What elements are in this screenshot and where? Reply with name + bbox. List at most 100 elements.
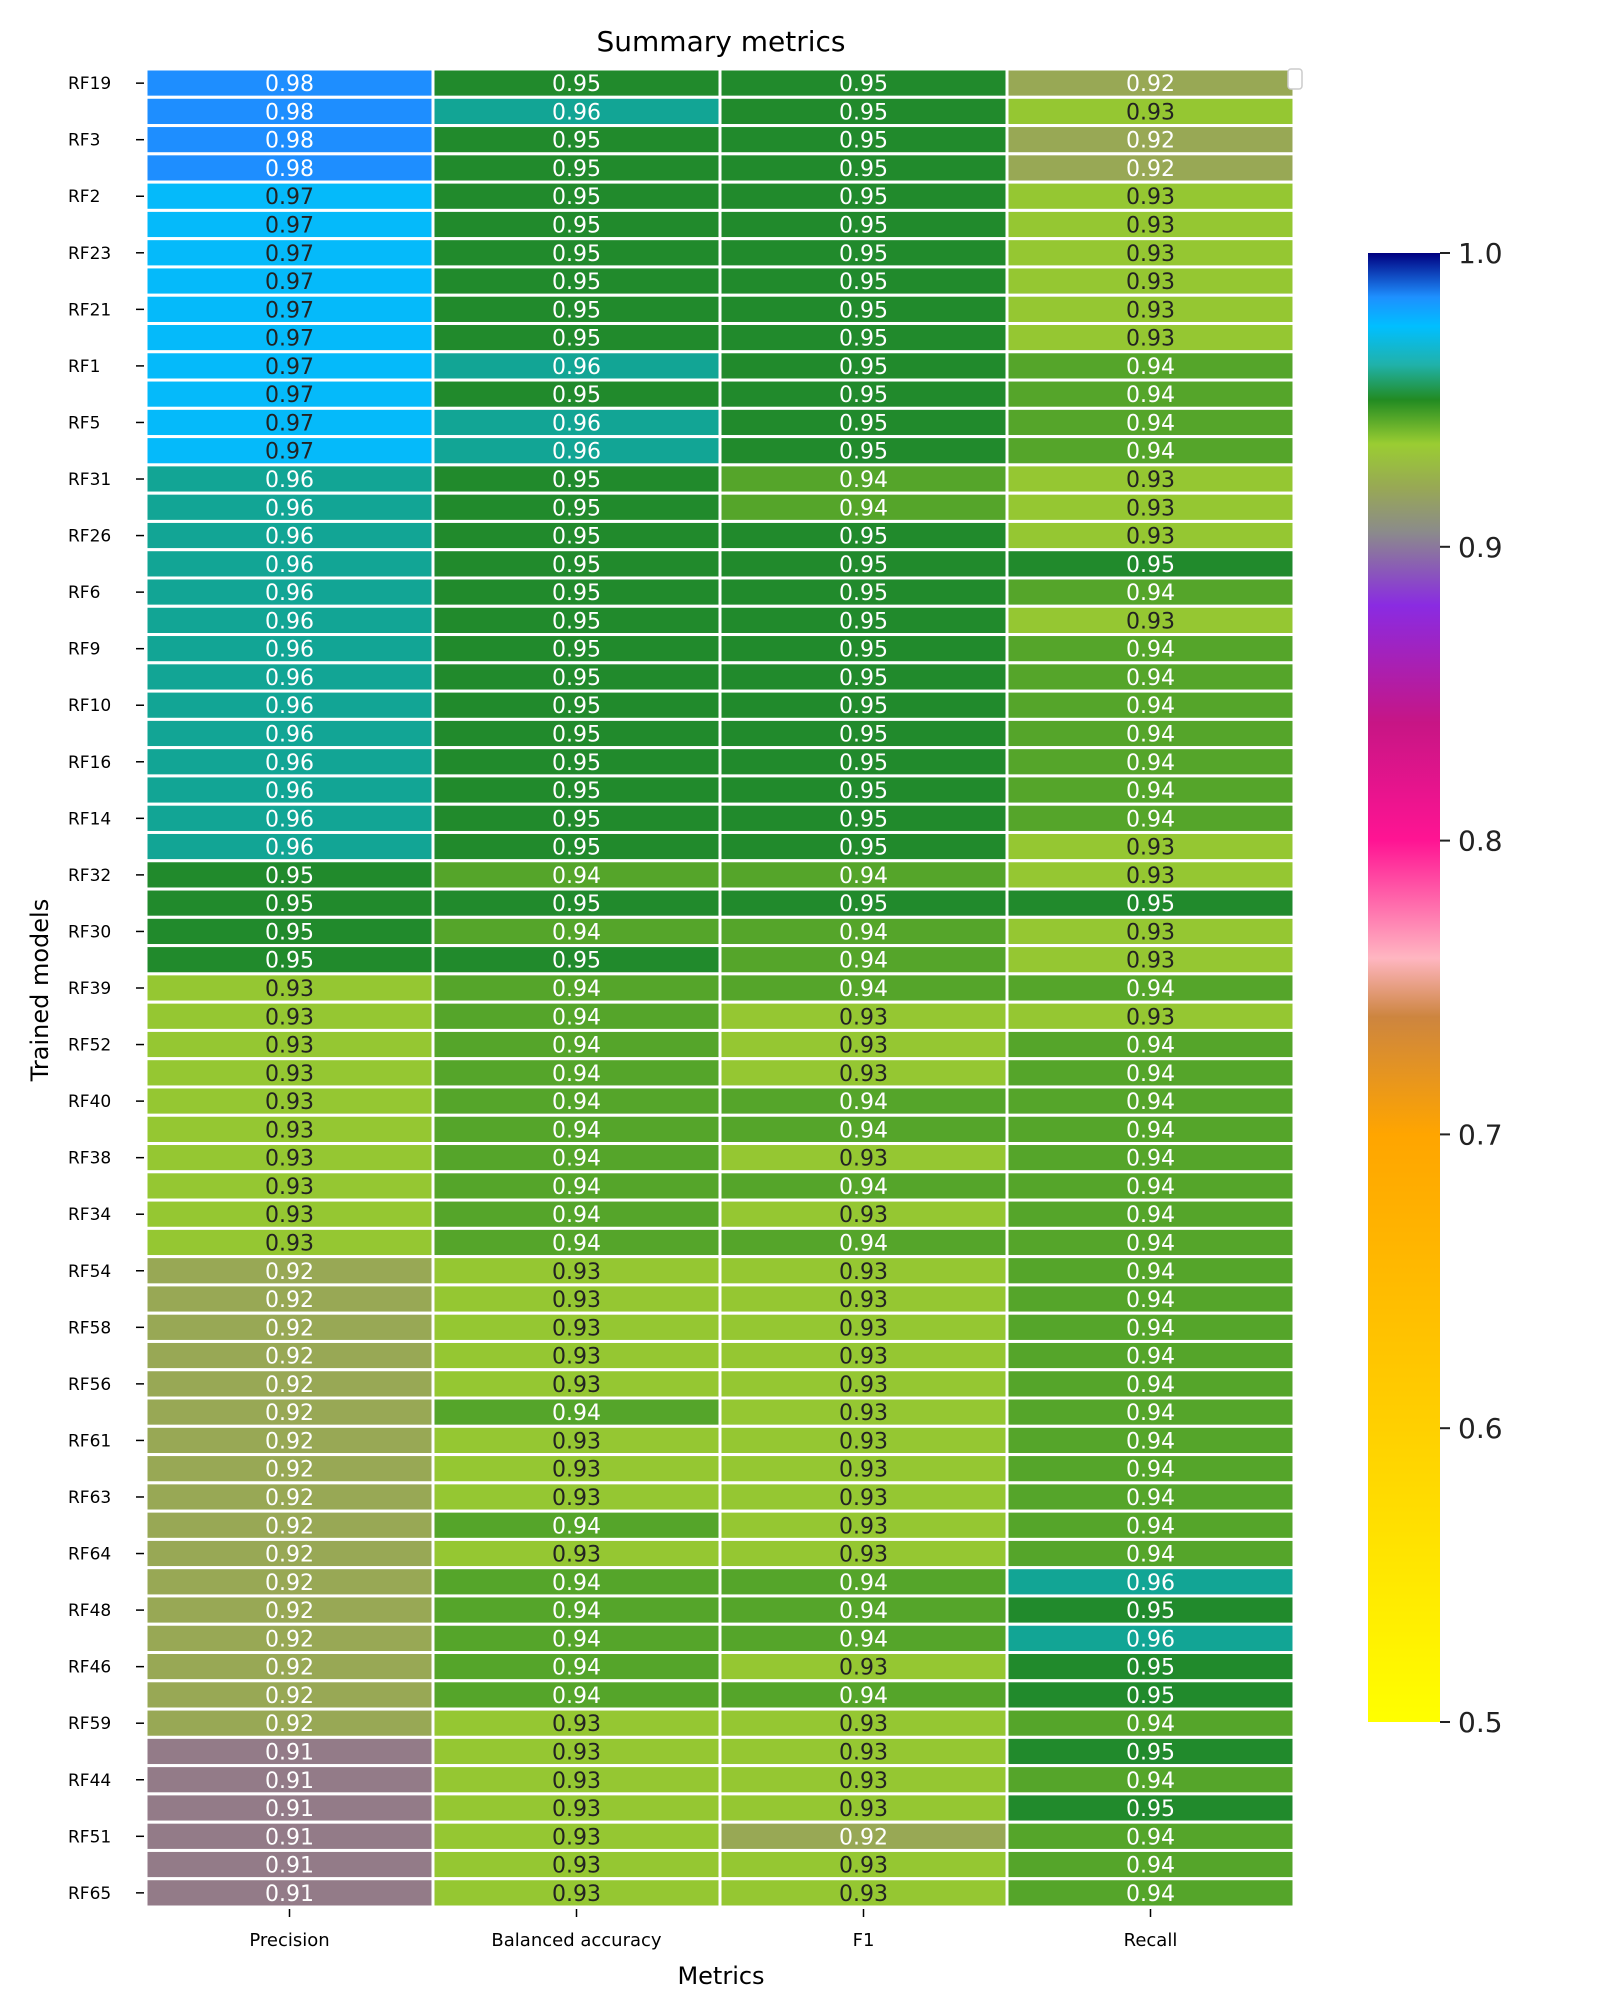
cell-value-label: 0.93	[552, 1458, 601, 1483]
heatmap-cell	[431, 1707, 722, 1739]
cell-value-label: 0.95	[839, 298, 888, 323]
cell-value-label: 0.95	[552, 751, 601, 776]
cell-value-label: 0.95	[839, 638, 888, 663]
cell-value-label: 0.97	[265, 185, 314, 210]
y-axis-ticks: RF19 RF3 RF2 RF23 RF21 RF1 RF5 RF31 RF26 RF6 RF9 RF…	[68, 74, 144, 1904]
cell-value-label: 0.95	[839, 72, 888, 97]
cell-value-label: 0.94	[1126, 1543, 1175, 1568]
heatmap-cell	[431, 576, 722, 608]
heatmap-cell	[718, 689, 1009, 721]
heatmap-cell	[1005, 519, 1296, 552]
heatmap-cell	[1005, 1226, 1296, 1259]
cell-value-label: 0.94	[1126, 1175, 1175, 1200]
y-tick-label: RF26	[68, 527, 111, 547]
cell-value-label: 0.97	[265, 270, 314, 295]
cell-value-label: 0.95	[552, 694, 601, 719]
cell-value-label: 0.92	[839, 1825, 888, 1850]
heatmap-cell	[144, 1453, 435, 1485]
cell-value-label: 0.96	[265, 836, 314, 861]
heatmap-cell	[431, 124, 722, 156]
heatmap-cell	[144, 1679, 435, 1711]
heatmap-cell	[144, 1651, 435, 1683]
colorbar-gradient-bar	[1368, 253, 1440, 1722]
heatmap-cell	[1005, 859, 1296, 891]
cell-value-label: 0.93	[839, 1401, 888, 1426]
cell-value-label: 0.95	[839, 383, 888, 408]
cell-value-label: 0.95	[552, 129, 601, 154]
cell-value-label: 0.93	[1126, 242, 1175, 267]
cell-value-label: 0.95	[839, 129, 888, 154]
x-tick-label: F1	[853, 1930, 875, 1951]
heatmap-cell	[1005, 1848, 1296, 1881]
cell-value-label: 0.91	[265, 1825, 314, 1850]
cell-value-label: 0.94	[552, 1514, 601, 1539]
cell-value-label: 0.95	[839, 751, 888, 776]
cell-value-label: 0.95	[839, 440, 888, 465]
cell-value-label: 0.94	[552, 1118, 601, 1143]
cell-value-label: 0.95	[552, 214, 601, 239]
heatmap-cell	[1005, 548, 1296, 580]
y-tick-label: RF39	[68, 979, 111, 999]
cell-value-label: 0.93	[1126, 298, 1175, 323]
cell-value-label: 0.97	[265, 298, 314, 323]
cell-value-label: 0.94	[839, 977, 888, 1002]
cell-value-label: 0.95	[552, 157, 601, 182]
y-tick-label: RF19	[68, 74, 111, 94]
cell-value-label: 0.97	[265, 242, 314, 267]
y-tick-label: RF23	[68, 244, 111, 264]
cell-value-label: 0.93	[552, 1260, 601, 1285]
cell-value-label: 0.93	[839, 1345, 888, 1370]
cell-value-label: 0.94	[1126, 1316, 1175, 1341]
cell-value-label: 0.92	[265, 1458, 314, 1483]
cell-value-label: 0.94	[1126, 1882, 1175, 1907]
cell-value-label: 0.96	[265, 496, 314, 521]
heatmap-cell	[1005, 435, 1296, 467]
x-axis-label: Metrics	[677, 1962, 764, 1990]
chart-title: Summary metrics	[597, 25, 846, 58]
heatmap-cell	[431, 1057, 722, 1089]
cell-value-label: 0.95	[839, 836, 888, 861]
heatmap-cell	[1005, 152, 1296, 184]
heatmap-cell	[718, 746, 1009, 778]
cell-value-label: 0.93	[552, 1429, 601, 1454]
cell-value-label: 0.95	[839, 609, 888, 634]
cell-value-label: 0.94	[839, 1175, 888, 1200]
heatmap-cell	[1005, 1311, 1296, 1343]
heatmap-cell	[144, 491, 435, 523]
cell-value-label: 0.92	[265, 1486, 314, 1511]
cell-value-label: 0.93	[552, 1854, 601, 1879]
heatmap-cell	[718, 1820, 1009, 1852]
cell-value-label: 0.92	[265, 1656, 314, 1681]
heatmap-cell	[718, 265, 1009, 297]
cell-value-label: 0.95	[1126, 1656, 1175, 1681]
cell-value-label: 0.93	[1126, 949, 1175, 974]
heatmap-cell	[431, 1792, 722, 1824]
heatmap-cell	[1005, 491, 1296, 523]
y-tick-label: RF34	[68, 1205, 111, 1225]
y-tick-label: RF40	[68, 1092, 111, 1112]
cell-value-label: 0.97	[265, 214, 314, 239]
cell-value-label: 0.95	[839, 525, 888, 550]
cell-value-label: 0.93	[552, 1769, 601, 1794]
cell-value-label: 0.95	[552, 581, 601, 606]
colorbar-tick-label: 0.6	[1458, 1412, 1503, 1445]
cell-value-label: 0.94	[1126, 1401, 1175, 1426]
cell-value-label: 0.93	[552, 1288, 601, 1313]
cell-value-label: 0.94	[552, 1571, 601, 1596]
cell-value-label: 0.94	[1126, 1769, 1175, 1794]
cell-value-label: 0.96	[265, 723, 314, 748]
cell-value-label: 0.96	[265, 807, 314, 832]
heatmap-cell	[1005, 1594, 1296, 1626]
cell-value-label: 0.92	[265, 1571, 314, 1596]
heatmap-cell	[1005, 1170, 1296, 1202]
cell-value-label: 0.91	[265, 1740, 314, 1765]
cell-value-label: 0.93	[1126, 270, 1175, 295]
cell-value-label: 0.94	[1126, 807, 1175, 832]
cell-value-label: 0.94	[1126, 1147, 1175, 1172]
heatmap-cell	[431, 1509, 722, 1541]
y-tick-label: RF61	[68, 1431, 111, 1451]
cell-value-label: 0.95	[1126, 1599, 1175, 1624]
cell-value-label: 0.93	[265, 1203, 314, 1228]
heatmap-cell	[718, 1735, 1009, 1768]
heatmap-cell	[718, 972, 1009, 1004]
